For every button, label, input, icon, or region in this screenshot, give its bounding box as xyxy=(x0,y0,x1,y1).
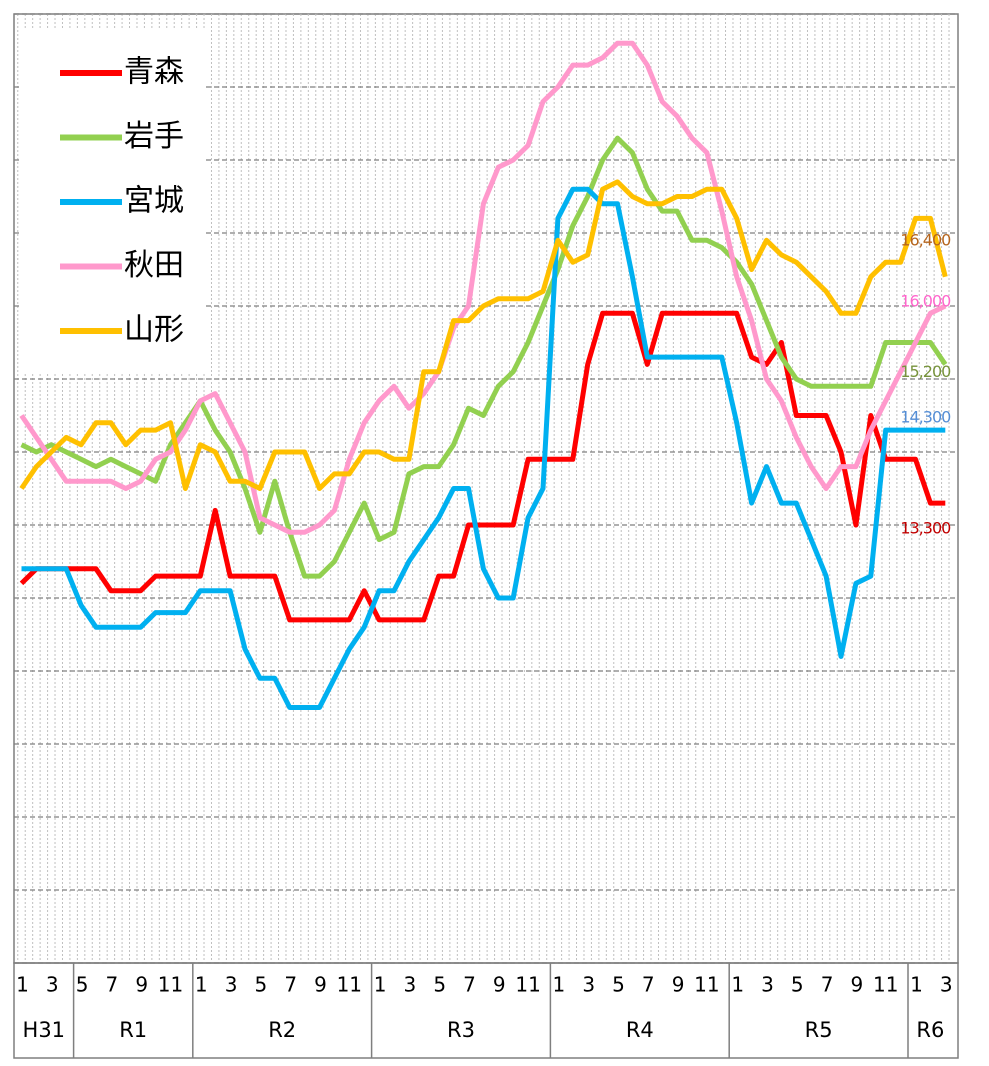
x-group-label: R4 xyxy=(626,1018,654,1042)
legend-label: 秋田 xyxy=(124,248,184,283)
x-tick-label: 11 xyxy=(873,973,898,997)
x-tick-label: 7 xyxy=(106,973,119,997)
x-tick-label: 9 xyxy=(314,973,327,997)
legend-label: 宮城 xyxy=(124,184,184,219)
x-tick-label: 5 xyxy=(433,973,446,997)
axis-frame xyxy=(13,962,959,1059)
x-tick-label: 11 xyxy=(337,973,362,997)
legend-label: 青森 xyxy=(124,55,184,90)
x-group-label: H31 xyxy=(23,1018,66,1042)
x-tick-label: 7 xyxy=(821,973,834,997)
x-tick-label: 1 xyxy=(910,973,923,997)
value-label: 13,300 xyxy=(900,519,951,538)
x-tick-label: 11 xyxy=(515,973,540,997)
x-tick-label: 3 xyxy=(225,973,238,997)
series-line xyxy=(19,310,946,623)
x-tick-label: 3 xyxy=(761,973,774,997)
x-axis: 1 3 5 7 9 11 1 3 5 7 9 11 1 3 5 7 9 11 1 3 5 7 9 11 1 3 5 7 9 11 1 3H31… xyxy=(13,962,959,1059)
value-label: 14,300 xyxy=(900,408,951,427)
legend-label: 岩手 xyxy=(124,119,184,154)
x-tick-label: 9 xyxy=(493,973,506,997)
x-group-label: R6 xyxy=(916,1018,944,1042)
x-tick-label: 5 xyxy=(791,973,804,997)
x-tick-label: 1 xyxy=(731,973,744,997)
x-group-label: R5 xyxy=(805,1018,833,1042)
value-label: 15,200 xyxy=(900,362,951,381)
x-tick-label: 5 xyxy=(255,973,268,997)
x-tick-label: 5 xyxy=(76,973,89,997)
value-label: 16,400 xyxy=(900,230,951,249)
x-tick-label: 7 xyxy=(463,973,476,997)
x-tick-label: 7 xyxy=(642,973,655,997)
x-tick-label: 3 xyxy=(940,973,953,997)
x-tick-label: 3 xyxy=(404,973,417,997)
x-tick-label: 7 xyxy=(284,973,297,997)
x-tick-label: 11 xyxy=(158,973,183,997)
x-tick-label: 3 xyxy=(582,973,595,997)
x-group-label: R3 xyxy=(447,1018,475,1042)
x-tick-label: 1 xyxy=(374,973,387,997)
legend-label: 山形 xyxy=(124,313,184,348)
series-line xyxy=(19,179,948,491)
x-tick-label: 1 xyxy=(195,973,208,997)
x-tick-label: 9 xyxy=(672,973,685,997)
x-tick-label: 11 xyxy=(694,973,719,997)
series-line xyxy=(21,186,946,710)
lines: 13,300 15,200 14,300 16,000 16,400 xyxy=(19,40,952,710)
x-tick-label: 5 xyxy=(612,973,625,997)
x-tick-label: 1 xyxy=(553,973,566,997)
x-tick-label: 9 xyxy=(135,973,148,997)
x-tick-label: 9 xyxy=(851,973,864,997)
x-group-label: R1 xyxy=(119,1018,147,1042)
x-tick-label: 1 xyxy=(16,973,29,997)
x-group-label: R2 xyxy=(268,1018,296,1042)
x-tick-label: 3 xyxy=(46,973,59,997)
value-label: 16,000 xyxy=(900,292,951,311)
